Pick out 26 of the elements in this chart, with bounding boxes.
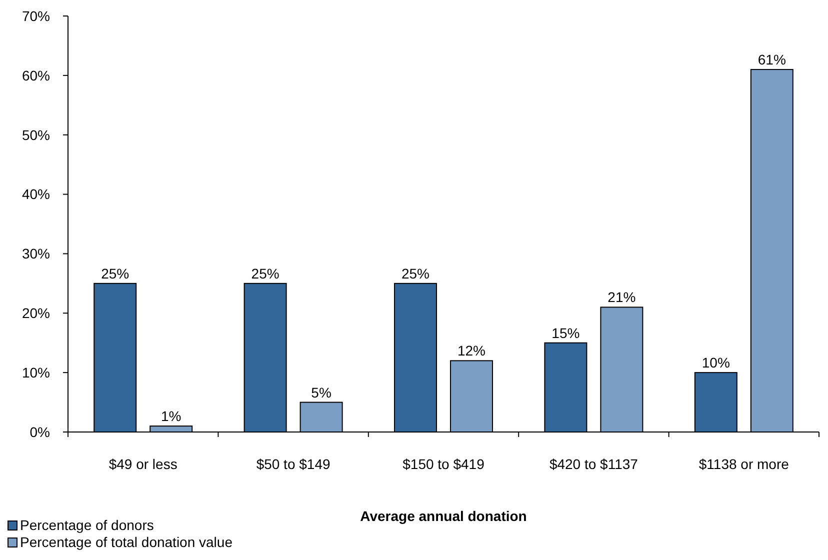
x-tick-label: $49 or less — [108, 456, 178, 472]
data-label: 61% — [758, 51, 786, 68]
data-label: 1% — [160, 408, 182, 424]
y-tick-label: 70% — [22, 8, 50, 24]
y-tick-label: 10% — [22, 364, 50, 380]
x-tick-label: $50 to $149 — [256, 456, 330, 472]
y-tick-label: 60% — [22, 67, 50, 84]
data-label: 21% — [608, 289, 636, 306]
data-label: 12% — [457, 342, 486, 359]
x-tick-label: $1138 or more — [698, 456, 790, 472]
data-label: 25% — [401, 265, 430, 282]
data-label: 5% — [311, 384, 332, 400]
x-tick-label: $150 to $419 — [402, 456, 485, 472]
x-axis-title: Average annual donation — [360, 508, 527, 524]
y-tick-label: 30% — [22, 246, 50, 262]
data-label: 15% — [552, 324, 580, 341]
x-tick-label: $420 to $1137 — [549, 456, 638, 472]
y-tick-label: 50% — [22, 126, 50, 143]
legend-label: Percentage of donors — [20, 517, 154, 533]
data-label: 25% — [251, 265, 280, 282]
y-tick-label: 40% — [22, 186, 50, 202]
data-label: 10% — [702, 354, 730, 371]
y-tick-label: 20% — [22, 305, 50, 322]
legend-label: Percentage of total donation value — [20, 534, 233, 550]
y-tick-label: 0% — [30, 424, 50, 440]
data-label: 25% — [101, 265, 130, 282]
